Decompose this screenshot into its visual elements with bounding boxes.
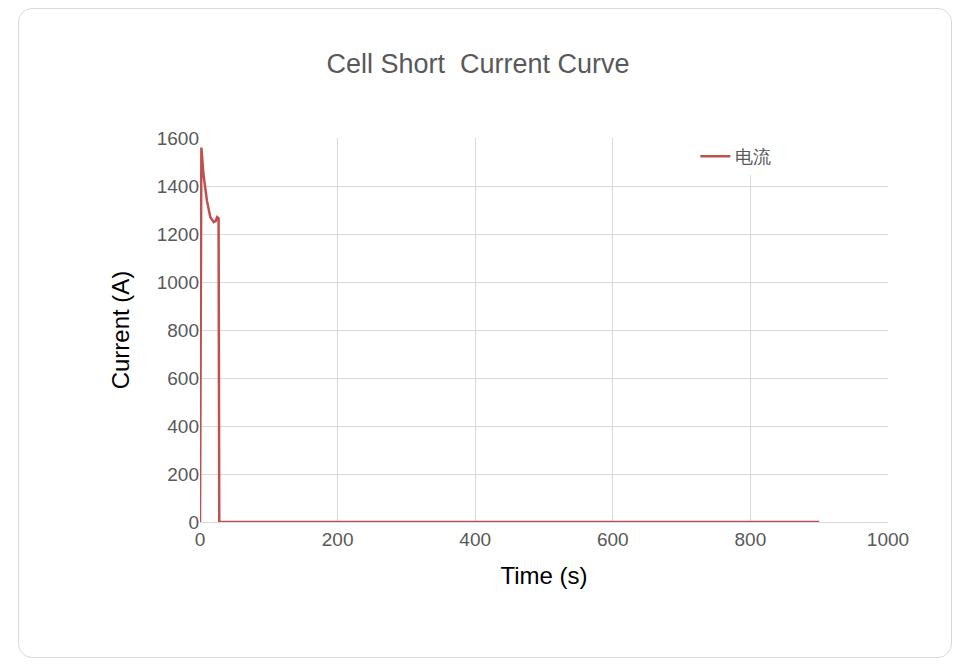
svg-text:Time (s): Time (s) <box>500 562 587 589</box>
svg-text:400: 400 <box>459 529 491 550</box>
svg-text:Current (A): Current (A) <box>107 271 134 390</box>
svg-text:400: 400 <box>167 416 199 437</box>
svg-text:Cell Short Current Curve: Cell Short Current Curve <box>326 49 629 79</box>
svg-text:1000: 1000 <box>157 272 199 293</box>
svg-text:1200: 1200 <box>157 224 199 245</box>
svg-text:1400: 1400 <box>157 176 199 197</box>
svg-text:600: 600 <box>167 368 199 389</box>
svg-text:200: 200 <box>167 464 199 485</box>
svg-text:600: 600 <box>597 529 629 550</box>
svg-text:200: 200 <box>322 529 354 550</box>
svg-text:0: 0 <box>188 512 199 533</box>
svg-text:0: 0 <box>195 529 206 550</box>
svg-text:电流: 电流 <box>735 147 771 167</box>
svg-text:1600: 1600 <box>157 128 199 149</box>
svg-text:800: 800 <box>167 320 199 341</box>
svg-text:800: 800 <box>735 529 767 550</box>
svg-text:1000: 1000 <box>867 529 909 550</box>
